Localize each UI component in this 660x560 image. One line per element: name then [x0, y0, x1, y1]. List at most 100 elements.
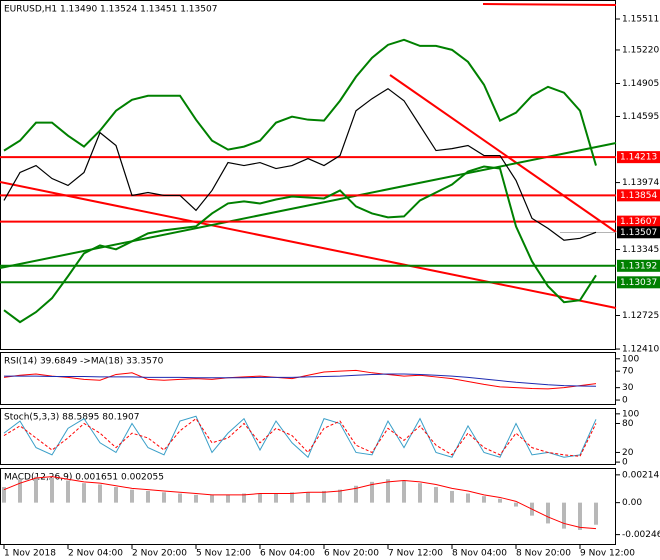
- histogram-bar: [450, 490, 454, 503]
- histogram-bar: [322, 490, 326, 503]
- histogram-bar: [210, 494, 214, 503]
- panel-title: MACD(12,26,9) 0.001651 0.002055: [4, 473, 164, 483]
- level-label: 1.13192: [620, 261, 657, 271]
- histogram-bar: [578, 502, 582, 530]
- histogram-bar: [98, 484, 102, 503]
- histogram-bar: [274, 493, 278, 503]
- y-tick-label: -0.00246: [622, 530, 660, 540]
- histogram-bar: [338, 489, 342, 503]
- main-panel: [0, 0, 616, 350]
- y-tick-label: 1.12410: [622, 345, 659, 355]
- histogram-bar: [386, 479, 390, 503]
- x-tick-label: 2 Nov 04:00: [68, 549, 123, 559]
- x-tick-label: 2 Nov 20:00: [132, 549, 187, 559]
- histogram-bar: [482, 496, 486, 503]
- histogram-bar: [290, 492, 294, 503]
- y-tick-label: 1.15511: [622, 14, 659, 24]
- histogram-bar: [66, 480, 70, 503]
- rsi-panel: [0, 352, 616, 405]
- trendline: [389, 74, 617, 233]
- trendline: [0, 181, 617, 309]
- histogram-bar: [258, 493, 262, 503]
- series-line: [3, 417, 597, 457]
- histogram-bar: [178, 493, 182, 503]
- y-tick-label: 0: [622, 458, 628, 468]
- x-tick-label: 6 Nov 04:00: [260, 549, 315, 559]
- series-line: [3, 415, 597, 459]
- bid-label: 1.13507: [620, 228, 657, 238]
- y-tick-label: 0.00214: [622, 470, 659, 480]
- series-line: [3, 165, 597, 324]
- histogram-bar: [514, 502, 518, 507]
- panel-title: Stoch(5,3,3) 88.5895 80.1907: [4, 413, 139, 423]
- y-tick-label: 1.15220: [622, 45, 659, 55]
- macd-panel: [0, 468, 616, 545]
- trendline: [482, 3, 617, 6]
- x-tick-label: 6 Nov 20:00: [324, 549, 379, 559]
- histogram-bar: [594, 502, 598, 525]
- level-label: 1.14213: [620, 153, 657, 163]
- histogram-bar: [242, 493, 246, 503]
- y-tick-label: 70: [622, 367, 634, 377]
- y-tick-label: 1.12725: [622, 311, 659, 321]
- x-tick-label: 5 Nov 12:00: [196, 549, 251, 559]
- y-tick-label: 20: [622, 448, 634, 458]
- y-tick-label: 30: [622, 383, 634, 393]
- histogram-bar: [546, 502, 550, 524]
- histogram-bar: [34, 476, 38, 503]
- level-label-bg: [617, 215, 660, 228]
- y-tick-label: 1.13974: [622, 178, 659, 188]
- y-tick-label: 80: [622, 419, 634, 429]
- series-line: [3, 476, 597, 530]
- histogram-bar: [18, 479, 22, 503]
- series-line: [4, 373, 597, 387]
- histogram-bar: [434, 487, 438, 503]
- level-label-bg: [617, 189, 660, 202]
- histogram-bar: [418, 483, 422, 503]
- y-tick-label: 100: [622, 354, 639, 364]
- level-label: 1.13607: [620, 217, 657, 227]
- x-tick-label: 1 Nov 2018: [4, 549, 56, 559]
- bid-label-bg: [617, 226, 660, 239]
- trendlines: [0, 3, 617, 309]
- x-tick-label: 9 Nov 12:00: [580, 549, 635, 559]
- y-tick-label: 1.14905: [622, 79, 659, 89]
- level-label-bg: [617, 151, 660, 164]
- level-label-bg: [617, 259, 660, 272]
- histogram-bar: [498, 498, 502, 503]
- panel-title: EURUSD,H1 1.13490 1.13524 1.13451 1.1350…: [4, 5, 217, 15]
- stoch-panel: [0, 408, 616, 465]
- histogram-bar: [82, 483, 86, 503]
- histogram-bar: [114, 487, 118, 503]
- histogram-bar: [354, 485, 358, 503]
- level-label: 1.13854: [620, 191, 657, 201]
- y-tick-label: 1.14595: [622, 112, 659, 122]
- histogram-bar: [370, 481, 374, 503]
- histogram-bar: [562, 502, 566, 529]
- y-tick-label: 0: [622, 396, 628, 406]
- y-tick-label: 100: [622, 409, 639, 419]
- histogram-bar: [50, 477, 54, 503]
- x-tick-label: 8 Nov 20:00: [516, 549, 571, 559]
- series-line: [3, 369, 597, 390]
- level-label-bg: [617, 276, 660, 289]
- histogram-bar: [194, 494, 198, 503]
- histogram-bar: [162, 492, 166, 503]
- y-tick-label: 1.13345: [622, 245, 659, 255]
- y-tick-label: 0.00: [622, 498, 642, 508]
- histogram-bar: [146, 490, 150, 503]
- series-line: [3, 38, 597, 166]
- histogram-bar: [402, 480, 406, 503]
- x-tick-label: 8 Nov 04:00: [452, 549, 507, 559]
- histogram-bar: [2, 487, 6, 503]
- trendline: [0, 142, 617, 269]
- panel-title: RSI(14) 39.6849 ->MA(18) 33.3570: [4, 357, 164, 367]
- series-line: [3, 87, 597, 241]
- level-label: 1.13037: [620, 278, 657, 288]
- histogram-bar: [130, 489, 134, 503]
- x-tick-label: 7 Nov 12:00: [388, 549, 443, 559]
- histogram-bar: [306, 492, 310, 503]
- histogram-bar: [466, 493, 470, 503]
